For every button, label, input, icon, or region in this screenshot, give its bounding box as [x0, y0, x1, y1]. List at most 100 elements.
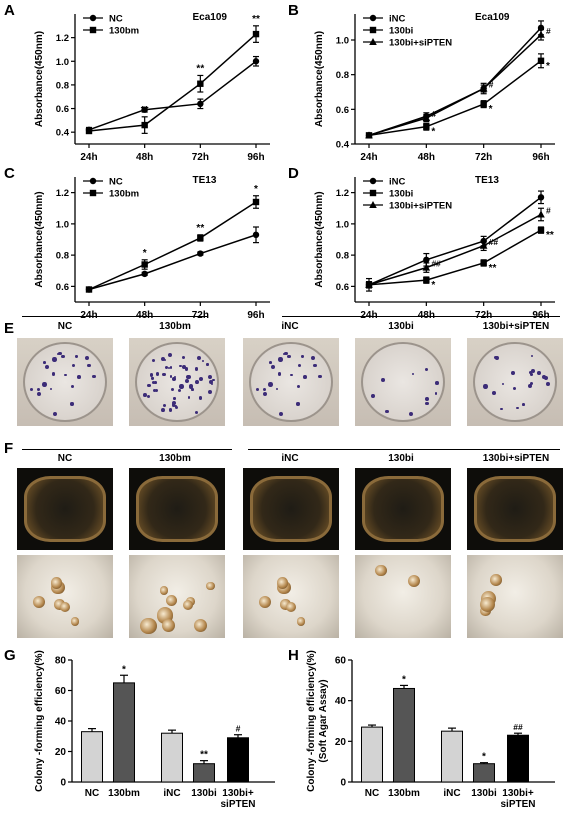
colony-dot	[150, 376, 154, 380]
colony-sphere	[258, 595, 272, 609]
chart-h-y-axis-label: Colony -forming efficiency(%)	[306, 650, 317, 792]
colony-dot	[63, 373, 67, 377]
colony-dot	[162, 404, 167, 408]
colony-dot	[151, 381, 155, 385]
colony-dot	[92, 374, 96, 379]
colony-dot	[208, 379, 214, 385]
chart-g-x-tick-label: 130bi+	[222, 788, 254, 799]
colony-dot	[84, 356, 89, 361]
colony-dish-130bi	[355, 338, 451, 426]
soft-agar-well-nc	[17, 468, 113, 550]
micrograph-nc	[17, 555, 113, 638]
panel-e-header-130bi-sipten: 130bi+siPTEN	[482, 321, 550, 332]
colony-dot	[37, 388, 41, 392]
colony-dot	[408, 411, 413, 416]
panel-e-bracket-right	[282, 316, 560, 317]
colony-dot	[528, 370, 532, 374]
colony-dot	[435, 381, 439, 385]
colony-dot	[149, 373, 154, 377]
panel-label-e: E	[4, 320, 15, 337]
colony-dot	[541, 374, 547, 380]
colony-dot	[75, 355, 78, 358]
colony-dot	[303, 375, 307, 380]
colony-dot	[164, 365, 169, 370]
panel-label-g: G	[4, 647, 16, 664]
colony-dot	[42, 360, 46, 364]
colony-dot	[268, 382, 273, 387]
colony-dot	[278, 357, 283, 362]
colony-dot	[206, 363, 209, 366]
colony-dot	[191, 388, 194, 391]
colony-dot	[275, 387, 279, 390]
colony-dot	[546, 381, 550, 386]
panel-label-f: F	[4, 440, 14, 457]
colony-sphere	[276, 577, 289, 589]
colony-sphere	[70, 617, 80, 626]
colony-dot	[70, 385, 75, 389]
colony-dot	[30, 387, 34, 391]
soft-agar-well-130bi	[355, 468, 451, 550]
panel-e-header-nc: NC	[57, 321, 73, 332]
colony-dot	[513, 387, 517, 391]
colony-dot	[168, 408, 173, 412]
chart-g-y-tick-label: 40	[55, 717, 67, 728]
soft-agar-well-inc	[243, 468, 339, 550]
panel-f-bracket-left	[22, 449, 232, 450]
colony-dot	[527, 384, 532, 389]
chart-h-x-tick-label: 130bi+	[502, 788, 534, 799]
panel-label-c: C	[4, 165, 15, 182]
colony-dot	[167, 366, 170, 369]
soft-agar-well-130bi-sipten	[467, 468, 563, 550]
colony-dot	[268, 360, 272, 364]
micrograph-130bm	[129, 555, 225, 638]
colony-dot	[284, 351, 288, 356]
colony-dot	[154, 388, 159, 393]
colony-dot	[161, 407, 165, 412]
colony-dot	[194, 410, 199, 415]
chart-g-x-tick-label: iNC	[163, 788, 180, 799]
micrograph-inc	[243, 555, 339, 638]
panel-label-b: B	[288, 2, 299, 19]
colony-dot	[163, 359, 166, 362]
chart-h-x-tick-label: iNC	[443, 788, 460, 799]
colony-sphere	[479, 596, 495, 612]
colony-sphere	[182, 600, 193, 611]
colony-dot	[152, 358, 156, 362]
chart-g-y-tick-label: 0	[60, 778, 66, 789]
colony-dot	[301, 355, 304, 358]
chart-h-y-tick-label: 60	[335, 656, 347, 667]
colony-dot	[155, 372, 160, 376]
colony-dot	[49, 387, 53, 390]
colony-dot	[162, 372, 166, 377]
panel-e-header-130bi: 130bi	[388, 321, 414, 332]
colony-dot	[530, 369, 535, 374]
chart-h-y-axis-label: (Soft Agar Assay)	[318, 679, 329, 762]
colony-dot	[152, 388, 157, 393]
colony-sphere	[54, 599, 65, 610]
panel-e-bracket-left	[22, 316, 208, 317]
colony-dot	[173, 397, 176, 400]
chart-g-y-tick-label: 20	[55, 747, 67, 758]
chart-g-x-tick-label: NC	[85, 788, 99, 799]
colony-dot	[411, 372, 414, 376]
colony-dot	[87, 363, 91, 368]
colony-dot	[70, 402, 74, 406]
colony-dish-130bi-sipten	[467, 338, 563, 426]
colony-dot	[56, 352, 60, 355]
panel-e-header-inc: iNC	[281, 321, 299, 332]
chart-h-y-tick-label: 20	[335, 737, 347, 748]
colony-dot	[51, 371, 56, 376]
colony-dot	[175, 405, 179, 410]
colony-dot	[500, 407, 503, 411]
colony-dot	[171, 402, 176, 407]
colony-dot	[289, 373, 293, 377]
chart-g-y-axis-label: Colony -forming efficiency(%)	[34, 650, 45, 792]
chart-g-significance-label: **	[200, 750, 208, 761]
colony-dot	[198, 376, 203, 382]
colony-dot	[262, 391, 268, 397]
colony-dot	[313, 363, 317, 368]
colony-dot	[169, 374, 173, 378]
chart-h-bar	[361, 726, 383, 783]
chart-h-y-tick-label: 0	[340, 778, 346, 789]
colony-dot	[277, 371, 282, 376]
